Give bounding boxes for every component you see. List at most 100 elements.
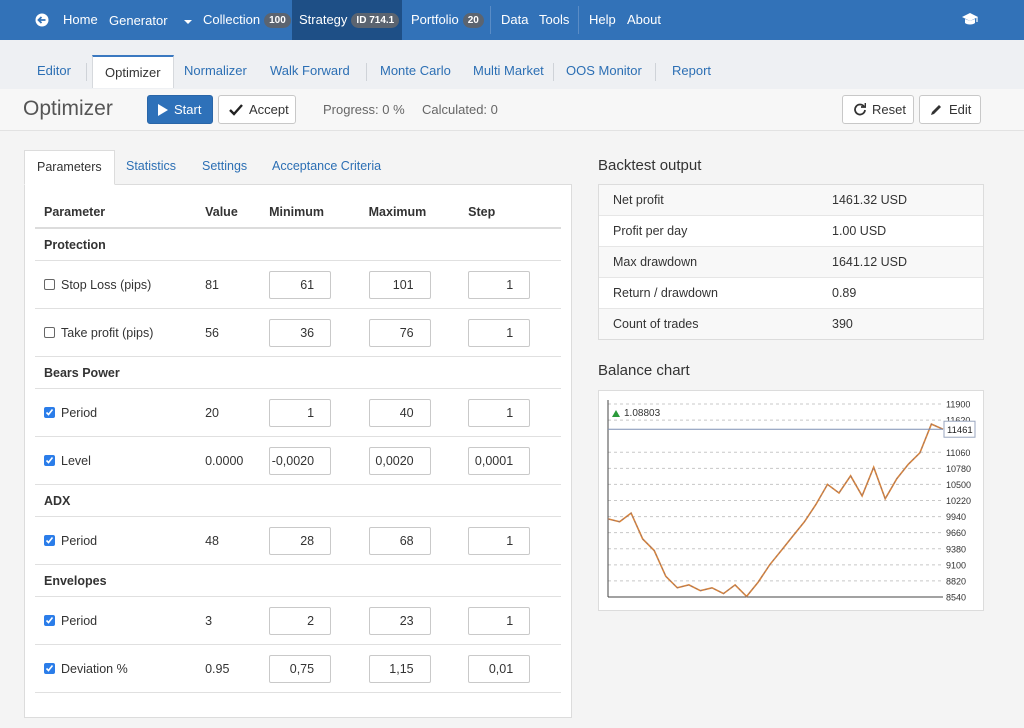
minimum-input[interactable]: 28	[269, 526, 332, 555]
section-title: Backtest output	[598, 157, 702, 174]
current-level-box	[943, 420, 976, 438]
minimum-input[interactable]: 0,75	[269, 654, 332, 683]
column-header: Step	[468, 196, 561, 229]
minimum-input[interactable]: 2	[269, 606, 332, 635]
parameter-row: Period 20 1 40 1	[35, 388, 561, 437]
panel-tab[interactable]: Statistics	[126, 159, 177, 173]
edit-button-label: Edit	[949, 102, 972, 117]
accept-button[interactable]: Accept	[218, 95, 296, 124]
group-name: Protection	[35, 228, 561, 261]
sub-tab[interactable]: Editor	[37, 63, 71, 78]
y-tick-label: 9100	[946, 560, 966, 570]
nav-link[interactable]: Collection 100	[194, 0, 291, 40]
output-value: 0.89	[832, 277, 983, 309]
parameter-cell: Period	[35, 388, 206, 437]
minimum-input[interactable]: 36	[269, 318, 332, 347]
panel-tab[interactable]: Settings	[202, 159, 248, 173]
nav-link[interactable]: Home	[26, 0, 98, 40]
nav-link[interactable]: Help	[580, 0, 616, 40]
checkbox[interactable]	[44, 534, 55, 546]
minimum-input[interactable]: 61	[269, 270, 332, 299]
checkbox[interactable]	[44, 662, 55, 674]
parameter-label: Period	[61, 613, 98, 628]
sub-tab[interactable]: Walk Forward	[270, 63, 350, 78]
sub-tab[interactable]: OOS Monitor	[566, 63, 642, 78]
sub-tab[interactable]: Normalizer	[184, 63, 247, 78]
step-input[interactable]: 0,0001	[468, 446, 531, 475]
checkbox[interactable]	[44, 406, 55, 418]
sub-tab[interactable]: Multi Market	[473, 63, 544, 78]
parameter-cell: Period	[35, 596, 206, 645]
parameter-row: Period 48 28 68 1	[35, 516, 561, 565]
reset-button[interactable]: Reset	[842, 95, 914, 124]
results-column: Backtest output Net profit 1461.32 USD Prof…	[598, 150, 984, 620]
group-row: Protection	[35, 228, 561, 261]
output-label: Count of trades	[599, 308, 832, 339]
edit-button[interactable]: Edit	[919, 95, 981, 124]
checkbox[interactable]	[44, 614, 55, 626]
column-header: Value	[205, 196, 270, 229]
checkbox[interactable]	[44, 326, 55, 338]
panel-tab[interactable]: Parameters	[24, 150, 115, 185]
tab-separator	[655, 63, 656, 81]
sub-tab[interactable]: Optimizer	[92, 55, 174, 88]
step-input[interactable]: 1	[468, 606, 531, 635]
output-row: Return / drawdown 0.89	[599, 277, 983, 309]
parameter-row: Stop Loss (pips) 81 61 101 1	[35, 260, 561, 309]
step-input[interactable]: 0,01	[468, 654, 531, 683]
nav-label: Home	[63, 12, 98, 27]
parameter-value: 56	[205, 308, 270, 357]
maximum-cell: 23	[368, 596, 469, 645]
step-input[interactable]: 1	[468, 270, 531, 299]
step-input[interactable]: 1	[468, 318, 531, 347]
icon	[229, 104, 243, 116]
maximum-input[interactable]: 0,0020	[368, 446, 431, 475]
minimum-input[interactable]: -0,0020	[269, 446, 332, 475]
step-cell: 1	[468, 516, 561, 565]
maximum-input[interactable]: 76	[368, 318, 431, 347]
nav-link[interactable]: About	[618, 0, 668, 40]
nav-link[interactable]: Strategy ID 714.1	[292, 0, 402, 40]
parameter-row: Level 0.0000 -0,0020 0,0020 0,0001	[35, 436, 561, 485]
icon	[854, 102, 867, 116]
parameters-panel: Parameters Statistics Settings Acceptance C…	[24, 150, 572, 718]
column-header: Maximum	[368, 196, 469, 229]
minimum-cell: 61	[269, 260, 369, 309]
parameter-value: 0.0000	[205, 436, 270, 485]
maximum-input[interactable]: 101	[368, 270, 431, 299]
parameter-cell: Stop Loss (pips)	[35, 260, 206, 309]
parameter-cell: Period	[35, 516, 206, 565]
maximum-input[interactable]: 1,15	[368, 654, 431, 683]
minimum-input[interactable]: 1	[269, 398, 332, 427]
sub-tab[interactable]: Monte Carlo	[380, 63, 451, 78]
nav-label: Tools	[539, 12, 570, 27]
output-value: 1461.32 USD	[832, 185, 983, 216]
group-row: Bears Power	[35, 356, 561, 389]
parameters-table: Parameter Value Minimum Maximum Step Protecti…	[35, 196, 561, 693]
nav-link[interactable]: Data	[492, 0, 530, 40]
icon	[45, 616, 54, 624]
maximum-input[interactable]: 68	[368, 526, 431, 555]
panel-tab[interactable]: Acceptance Criteria	[272, 159, 382, 173]
start-button[interactable]: Start	[147, 95, 213, 124]
checkbox[interactable]	[44, 454, 55, 466]
icon	[45, 456, 54, 464]
user-menu-icon[interactable]	[962, 13, 978, 29]
step-input[interactable]: 1	[468, 398, 531, 427]
tab-separator	[86, 63, 87, 81]
sub-tab[interactable]: Report	[672, 63, 712, 78]
step-input[interactable]: 1	[468, 526, 531, 555]
nav-link[interactable]: Tools	[530, 0, 576, 40]
checkbox[interactable]	[44, 278, 55, 290]
nav-label: Help	[589, 12, 616, 27]
maximum-input[interactable]: 23	[368, 606, 431, 635]
marker-triangle	[612, 410, 620, 417]
icon	[45, 408, 54, 416]
nav-link[interactable]: Generator	[100, 0, 192, 40]
parameter-label: Level	[61, 453, 91, 468]
parameter-row: Deviation % 0.95 0,75 1,15 0,01	[35, 644, 561, 693]
nav-link[interactable]: Portfolio 20	[402, 0, 486, 40]
maximum-input[interactable]: 40	[368, 398, 431, 427]
group-name: Bears Power	[35, 356, 561, 389]
